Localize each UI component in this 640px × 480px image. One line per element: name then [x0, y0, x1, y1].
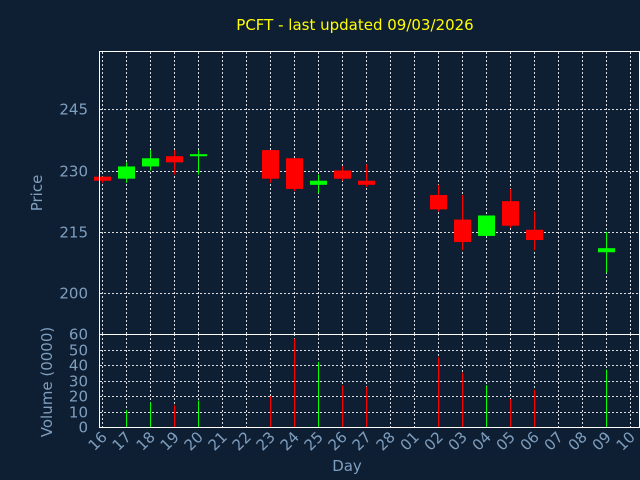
candle-body: [142, 158, 159, 167]
candle-20: [190, 150, 207, 175]
volume-tick-label: 0: [78, 419, 88, 437]
candle-03: [454, 195, 471, 251]
volume-grid: [100, 334, 640, 428]
x-tick-label: 05: [493, 428, 519, 454]
volume-bars: [126, 338, 607, 427]
candle-body: [166, 156, 183, 163]
volume-tick-label: 20: [69, 388, 88, 406]
candle-06: [526, 211, 543, 251]
candle-05: [502, 188, 519, 228]
x-tick-label: 27: [349, 428, 375, 454]
volume-tick-label: 50: [69, 342, 88, 360]
candle-24: [286, 158, 303, 191]
candle-body: [286, 158, 303, 189]
volume-axis-label: Volume (0000): [38, 327, 56, 437]
x-tick-label: 25: [301, 428, 327, 454]
x-tick-label: 19: [157, 428, 183, 454]
volume-tick-label: 60: [69, 326, 88, 344]
price-tick-label: 230: [59, 163, 88, 181]
candle-body: [310, 180, 327, 185]
x-tick-label: 21: [205, 428, 231, 454]
x-tick-label: 23: [253, 428, 279, 454]
candle-body: [598, 248, 615, 253]
price-axis-label: Price: [28, 175, 46, 212]
x-tick-label: 17: [109, 428, 135, 454]
candle-body: [526, 229, 543, 240]
x-tick-label: 22: [229, 428, 255, 454]
candle-body: [430, 195, 447, 210]
x-tick-label: 26: [325, 428, 351, 454]
candle-body: [190, 154, 207, 157]
price-tick-labels: 200 215 230 245: [59, 101, 88, 303]
candle-04: [478, 215, 495, 236]
x-tick-label: 24: [277, 428, 303, 454]
price-tick-label: 215: [59, 224, 88, 242]
x-tick-label: 20: [181, 428, 207, 454]
x-tick-label: 06: [517, 428, 543, 454]
candle-body: [262, 150, 279, 179]
candles: [94, 150, 615, 273]
candle-02: [430, 184, 447, 212]
price-grid: [100, 52, 640, 334]
price-tick-label: 245: [59, 101, 88, 119]
candle-23: [262, 150, 279, 183]
volume-tick-label: 40: [69, 357, 88, 375]
candle-body: [334, 170, 351, 179]
candle-body: [94, 176, 111, 181]
x-tick-label: 03: [445, 428, 471, 454]
x-tick-label: 02: [421, 428, 447, 454]
x-tick-label: 10: [613, 428, 639, 454]
x-tick-label: 04: [469, 428, 495, 454]
candle-27: [358, 164, 375, 187]
x-tick-label: 18: [133, 428, 159, 454]
x-tick-labels: 1617181920212223242526272801020304050607…: [85, 428, 639, 454]
x-tick-label: 09: [589, 428, 615, 454]
x-tick-label: 07: [541, 428, 567, 454]
volume-tick-label: 10: [69, 404, 88, 422]
candle-09: [598, 231, 615, 273]
price-tick-label: 200: [59, 285, 88, 303]
candle-25: [310, 174, 327, 193]
x-tick-label: 16: [85, 428, 111, 454]
candle-19: [166, 150, 183, 175]
x-axis-label: Day: [332, 457, 362, 475]
candle-body: [502, 201, 519, 226]
volume-tick-label: 30: [69, 373, 88, 391]
candle-body: [454, 219, 471, 243]
candle-body: [118, 166, 135, 179]
candle-16: [94, 176, 111, 183]
candle-body: [358, 180, 375, 185]
chart-title: PCFT - last updated 09/03/2026: [236, 16, 473, 34]
x-tick-label: 01: [397, 428, 423, 454]
x-tick-label: 08: [565, 428, 591, 454]
x-tick-label: 28: [373, 428, 399, 454]
candle-26: [334, 166, 351, 181]
candle-18: [142, 150, 159, 171]
candle-17: [118, 162, 135, 183]
candle-body: [478, 215, 495, 236]
